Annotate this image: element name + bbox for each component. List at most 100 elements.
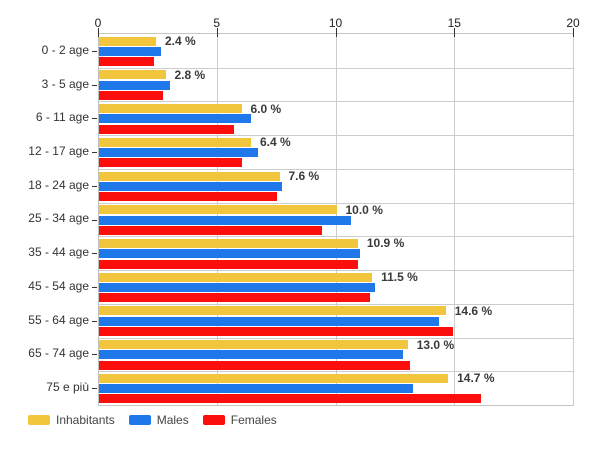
bar-inhabitants <box>99 171 280 181</box>
gridline-vertical <box>573 34 574 405</box>
category-label: 6 - 11 age <box>35 110 89 125</box>
legend-swatch <box>28 415 50 425</box>
gridline-horizontal <box>99 135 574 137</box>
category-tick <box>92 388 97 390</box>
bar-females <box>99 394 482 404</box>
value-label: 7.6 % <box>288 169 320 183</box>
value-label: 10.0 % <box>345 202 383 217</box>
bar-inhabitants <box>99 373 449 383</box>
value-label: 6.4 % <box>260 135 291 150</box>
bar-males <box>99 80 171 90</box>
category-label: 25 - 34 age <box>28 211 89 226</box>
category-label: 65 - 74 age <box>28 346 89 361</box>
bar-females <box>99 259 358 269</box>
bar-inhabitants <box>99 137 251 147</box>
bar-males <box>99 46 161 56</box>
plot-area: 2.4 % 2.8 % 6.0 % 6.4 % 7.6 % 10.0 % 10.9 % 11.… <box>92 28 574 406</box>
value-label: 2.8 % <box>174 67 206 82</box>
value-label: 2.4 % <box>165 34 196 49</box>
gridline-horizontal <box>99 202 574 204</box>
category-tick <box>92 50 97 52</box>
legend-swatch <box>128 415 151 425</box>
gridline-horizontal <box>99 337 574 339</box>
category-tick <box>92 84 97 86</box>
bar-inhabitants <box>99 70 166 80</box>
bar-inhabitants <box>99 205 337 215</box>
bar-inhabitants <box>99 306 446 316</box>
axis-tick <box>335 28 337 37</box>
axis-tick <box>98 28 99 37</box>
category-tick <box>92 253 97 255</box>
axis-tick <box>216 28 218 37</box>
bar-males <box>99 316 439 326</box>
value-label: 11.5 % <box>381 270 418 285</box>
category-label: 12 - 17 age <box>28 144 89 159</box>
bar-females <box>99 124 235 134</box>
gridline-horizontal <box>99 67 574 69</box>
value-label: 14.6 % <box>454 303 493 318</box>
legend-label: Males <box>156 413 189 427</box>
category-tick <box>92 354 97 356</box>
legend-label: Females <box>230 413 277 427</box>
category-label: 55 - 64 age <box>28 312 89 327</box>
value-label: 6.0 % <box>250 101 282 116</box>
bar-females <box>99 360 411 370</box>
bar-females <box>99 192 278 202</box>
bar-inhabitants <box>99 36 156 46</box>
category-tick <box>92 152 97 154</box>
category-label: 18 - 24 age <box>28 177 89 192</box>
category-label: 0 - 2 age <box>41 42 89 57</box>
bar-males <box>99 384 413 394</box>
gridline-horizontal <box>99 168 574 170</box>
gridline-horizontal <box>99 303 574 305</box>
bar-females <box>99 158 242 168</box>
category-label: 75 e più <box>46 380 89 395</box>
legend-item: Males <box>128 413 189 427</box>
gridline-horizontal <box>99 371 574 373</box>
x-axis-tick-label: 10 <box>328 16 343 30</box>
bar-males <box>99 350 403 360</box>
category-labels: 0 - 2 age 3 - 5 age 6 - 11 age 12 - 17 age 1… <box>0 33 89 404</box>
bar-males <box>99 282 375 292</box>
gridline-horizontal <box>99 270 574 272</box>
category-tick <box>92 185 97 187</box>
category-tick <box>92 320 97 322</box>
gridline-horizontal <box>99 236 574 238</box>
gridline-vertical <box>454 34 456 405</box>
bar-inhabitants <box>99 272 373 282</box>
legend-item: Inhabitants <box>28 413 115 427</box>
bar-inhabitants <box>99 104 242 114</box>
x-axis-tick-label: 5 <box>213 16 221 30</box>
category-tick <box>92 118 97 120</box>
bar-males <box>99 114 251 124</box>
bar-inhabitants <box>99 238 358 248</box>
category-tick <box>92 286 97 288</box>
bar-females <box>99 57 154 67</box>
bar-females <box>99 327 453 337</box>
x-axis-tick-label: 20 <box>566 16 580 30</box>
category-label: 35 - 44 age <box>28 245 89 260</box>
legend-swatch <box>202 415 225 425</box>
category-tick <box>92 219 97 221</box>
bar-females <box>99 90 164 100</box>
legend-item: Females <box>202 413 277 427</box>
bar-inhabitants <box>99 340 408 350</box>
bar-males <box>99 148 259 158</box>
legend-label: Inhabitants <box>56 413 115 427</box>
bar-males <box>99 215 351 225</box>
x-axis-tick-label: 0 <box>94 16 102 30</box>
bar-males <box>99 181 282 191</box>
category-label: 45 - 54 age <box>28 278 89 293</box>
value-label: 10.9 % <box>366 236 405 251</box>
axis-tick <box>454 28 456 37</box>
category-label: 3 - 5 age <box>41 76 89 91</box>
gridline-horizontal <box>99 101 574 103</box>
bar-females <box>99 225 323 235</box>
value-label: 14.7 % <box>457 371 495 386</box>
legend: Inhabitants Males Females <box>28 413 277 427</box>
value-label: 13.0 % <box>416 337 455 352</box>
axis-tick <box>573 28 574 37</box>
bar-females <box>99 293 370 303</box>
bar-males <box>99 249 361 259</box>
